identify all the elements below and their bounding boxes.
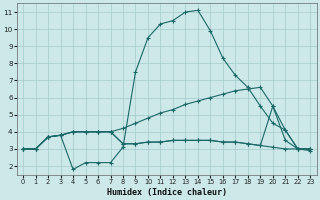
X-axis label: Humidex (Indice chaleur): Humidex (Indice chaleur) <box>107 188 227 197</box>
